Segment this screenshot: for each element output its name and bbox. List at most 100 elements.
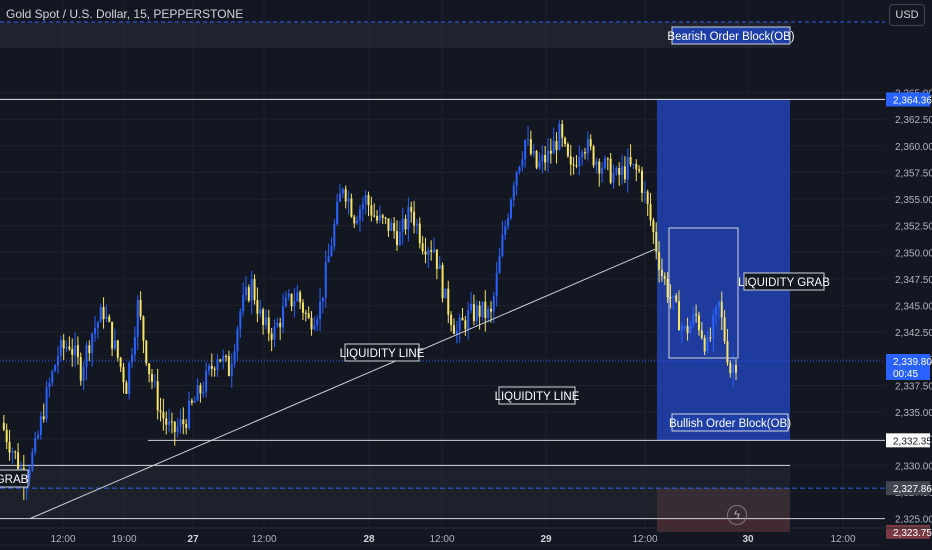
liquidity-grab-label-box [743,272,825,291]
candle-body [470,303,473,311]
candle-body [370,205,373,216]
candle-body [430,250,433,252]
candle-body [401,218,404,232]
candle-body [395,231,398,246]
candle-body [128,362,131,395]
candle-body [213,368,216,370]
candle-body [603,158,606,168]
lightning-icon[interactable]: ϟ [727,505,747,525]
candle-body [19,467,22,469]
candle-body [131,354,134,363]
candle-body [435,249,438,269]
candle-body [82,366,85,381]
candle-body [74,345,77,355]
candle-body [259,309,262,314]
bottom-band [0,465,790,519]
candle-body [358,209,361,221]
candle-body [14,451,17,453]
candle-body [387,218,390,231]
price-tick-label: 2,345.00 [895,302,932,313]
candle-body [672,295,675,299]
bearish-ob-label: Bearish Order Block(OB) [667,31,794,43]
candle-body [595,161,598,166]
bearish-ob-label-box [671,26,791,45]
candle-body [336,201,339,225]
grab-left-label: GRAB [0,474,29,486]
candle-body [555,141,558,151]
candle-body [216,359,219,370]
candle-body [313,325,316,330]
candle-body [239,311,242,330]
time-tick-label: 19:00 [111,534,136,545]
candle-body [626,157,629,180]
candle-body [441,265,444,299]
candle-body [481,301,484,317]
candle-body [649,203,652,221]
candle-body [735,364,737,373]
candle-body [188,400,191,428]
candle-body [678,301,681,331]
candle-body [54,365,57,372]
candle-body [199,385,202,394]
candle-body [715,306,718,316]
candle-body [581,152,584,158]
candle-body [413,211,416,226]
candle-body [173,421,176,433]
candle-body [669,297,672,299]
candle-body [339,193,342,202]
candle-body [91,333,94,354]
candle-body [8,442,11,453]
candle-body [344,189,347,202]
candle-body [293,301,296,307]
candle-body [552,141,555,154]
candle-body [307,313,310,318]
bullish-order-block-zone [657,488,790,532]
candle-body [17,452,20,469]
candle-body [37,434,40,439]
candle-body [142,316,145,341]
candle-body [347,198,350,202]
candle-body [108,316,111,322]
price-tick-label: 2,352.50 [895,222,932,233]
bullish-ob-label: Bullish Order Block(OB) [669,418,791,430]
price-tick-label: 2,350.00 [895,248,932,259]
candle-body [527,139,530,141]
currency-button[interactable]: USD [889,4,925,26]
current-price-tag: 2,339.80 [893,357,932,368]
candle-body [640,170,643,193]
candle-body [546,150,549,163]
price-tick-label: 2,355.00 [895,195,932,206]
bullish-bottom-tag: 2,323.75 [893,528,932,539]
candle-body [364,195,367,205]
candle-body [247,287,250,301]
candle-body [729,362,732,374]
liquidity-line-lower-label-box [498,386,576,405]
candle-body [202,391,205,394]
candle-body [236,329,239,352]
candle-body [444,288,447,299]
candle-body [501,234,504,256]
candle-body [478,305,481,317]
candle-body [276,323,279,327]
candle-body [415,223,418,226]
candle-body [652,220,655,233]
candle-body [299,292,302,303]
candle-body [102,306,105,320]
candle-body [717,301,720,307]
candle-body [51,371,54,384]
candle-body [404,218,407,230]
price-tick-label: 2,347.50 [895,275,932,286]
time-tick-label: 12:00 [830,534,855,545]
candle-body [304,312,307,314]
symbol-title: Gold Spot / U.S. Dollar, 15, PEPPERSTONE [6,7,244,21]
candle-body [578,157,581,167]
candle-body [575,165,578,167]
liquidity-line-lower-label: LIQUIDITY LINE [495,391,580,403]
time-tick-label: 30 [742,534,754,545]
candle-body [675,295,678,302]
candle-body [145,340,148,364]
bearish-order-block-zone [657,99,790,441]
candle-body [703,337,706,352]
candle-body [484,301,487,318]
